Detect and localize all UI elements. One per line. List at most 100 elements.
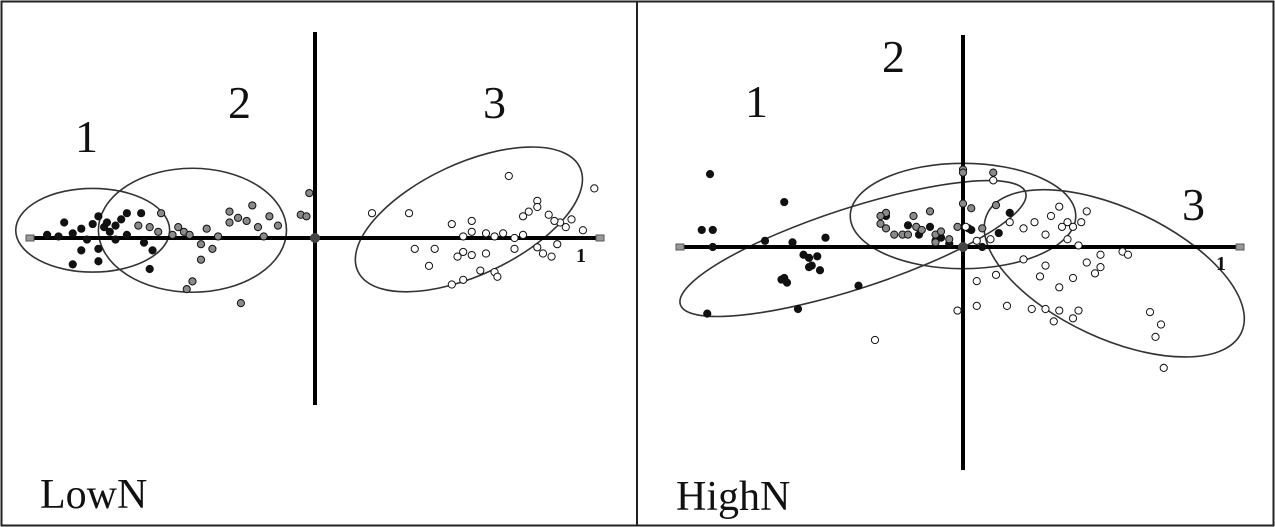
- cluster-ellipses: [679, 162, 1246, 358]
- point-cluster-3: [989, 176, 998, 185]
- point-cluster-3: [972, 277, 981, 286]
- point-cluster-2: [225, 218, 234, 227]
- point-cluster-1: [804, 263, 814, 272]
- point-cluster-2: [931, 238, 940, 247]
- point-cluster-1: [137, 209, 146, 218]
- point-cluster-3: [404, 209, 414, 218]
- point-cluster-2: [958, 168, 968, 177]
- point-cluster-3: [1063, 218, 1072, 227]
- point-cluster-1: [94, 244, 103, 253]
- point-cluster-3: [533, 243, 542, 252]
- point-cluster-2: [188, 277, 197, 286]
- point-cluster-1: [793, 304, 803, 314]
- point-cluster-3: [518, 230, 528, 239]
- x-axis-end-marker: [595, 234, 605, 242]
- point-cluster-2: [967, 204, 976, 213]
- point-cluster-2: [890, 230, 899, 239]
- point-cluster-3: [550, 216, 559, 226]
- point-cluster-3: [1090, 269, 1100, 278]
- point-cluster-3: [1019, 224, 1028, 233]
- point-cluster-3: [1046, 211, 1056, 221]
- point-cluster-3: [367, 209, 377, 218]
- point-cluster-3: [1151, 332, 1160, 341]
- point-cluster-1: [54, 232, 63, 241]
- point-cluster-3: [538, 249, 548, 258]
- point-cluster-1: [88, 219, 97, 229]
- point-cluster-3: [1063, 235, 1072, 244]
- point-cluster-2: [989, 168, 998, 177]
- point-cluster-3: [459, 275, 468, 284]
- point-cluster-3: [1156, 320, 1166, 329]
- point-cluster-3: [1049, 317, 1058, 326]
- point-cluster-2: [182, 285, 191, 294]
- point-cluster-1: [780, 197, 789, 207]
- point-cluster-1: [821, 233, 830, 242]
- point-cluster-3: [972, 236, 981, 245]
- point-cluster-3: [447, 280, 456, 289]
- point-cluster-2: [185, 230, 194, 239]
- point-cluster-3: [578, 226, 588, 235]
- cluster-1-ellipse: [679, 179, 1027, 318]
- point-cluster-3: [467, 216, 476, 226]
- point-cluster-1: [122, 230, 132, 239]
- point-cluster-1: [60, 218, 69, 227]
- point-cluster-3: [533, 202, 542, 212]
- point-cluster-1: [788, 238, 797, 247]
- point-cluster-1: [77, 224, 86, 233]
- point-cluster-3: [1068, 314, 1078, 323]
- cluster-label-2: 2: [882, 31, 905, 82]
- point-cluster-1: [117, 215, 126, 224]
- point-cluster-2: [242, 216, 251, 226]
- point-cluster-1: [782, 278, 792, 287]
- point-cluster-3: [1145, 308, 1155, 317]
- point-cluster-2: [157, 209, 166, 218]
- cluster-2-ellipse: [97, 167, 288, 294]
- point-cluster-1: [111, 221, 120, 230]
- axes: [25, 32, 605, 405]
- point-cluster-2: [202, 224, 211, 233]
- point-cluster-3: [1096, 263, 1105, 272]
- cluster-1-ellipse: [14, 187, 171, 273]
- panel-lown: 1 2 3 1 LowN: [14, 32, 605, 518]
- point-cluster-3: [991, 270, 1001, 279]
- point-cluster-2: [273, 221, 283, 230]
- point-cluster-3: [510, 233, 519, 243]
- point-cluster-2: [265, 212, 274, 221]
- point-cluster-3: [1159, 363, 1168, 372]
- point-cluster-3: [1096, 250, 1105, 259]
- point-cluster-1: [94, 257, 103, 266]
- cluster-label-1: 1: [75, 111, 98, 162]
- panel-title-lown: LowN: [40, 472, 147, 518]
- point-cluster-3: [410, 244, 419, 253]
- point-cluster-2: [876, 219, 885, 228]
- point-cluster-1: [145, 264, 154, 274]
- point-cluster-2: [154, 227, 163, 236]
- point-cluster-3: [961, 222, 970, 231]
- point-cluster-2: [168, 230, 177, 239]
- point-cluster-3: [561, 223, 570, 232]
- cluster-ellipses: [14, 146, 584, 294]
- point-cluster-3: [459, 232, 468, 241]
- point-cluster-3: [510, 244, 519, 253]
- point-cluster-3: [424, 261, 434, 270]
- point-cluster-1: [94, 212, 103, 221]
- point-cluster-2: [881, 224, 891, 233]
- point-cluster-3: [493, 272, 502, 281]
- point-cluster-3: [1055, 283, 1064, 292]
- x-axis-start-marker: [25, 234, 35, 242]
- point-cluster-2: [302, 212, 311, 221]
- point-cluster-3: [481, 249, 491, 258]
- point-cluster-3: [467, 227, 476, 236]
- point-cluster-3: [467, 250, 476, 260]
- point-cluster-1: [854, 281, 863, 290]
- point-cluster-3: [544, 210, 553, 219]
- point-cluster-2: [259, 232, 268, 241]
- point-cluster-2: [903, 230, 913, 239]
- point-cluster-1: [68, 260, 77, 269]
- x-tick-label-1: 1: [1216, 253, 1226, 275]
- point-cluster-2: [196, 240, 206, 249]
- point-cluster-3: [870, 335, 880, 345]
- point-cluster-3: [518, 212, 528, 221]
- point-cluster-3: [1027, 304, 1036, 314]
